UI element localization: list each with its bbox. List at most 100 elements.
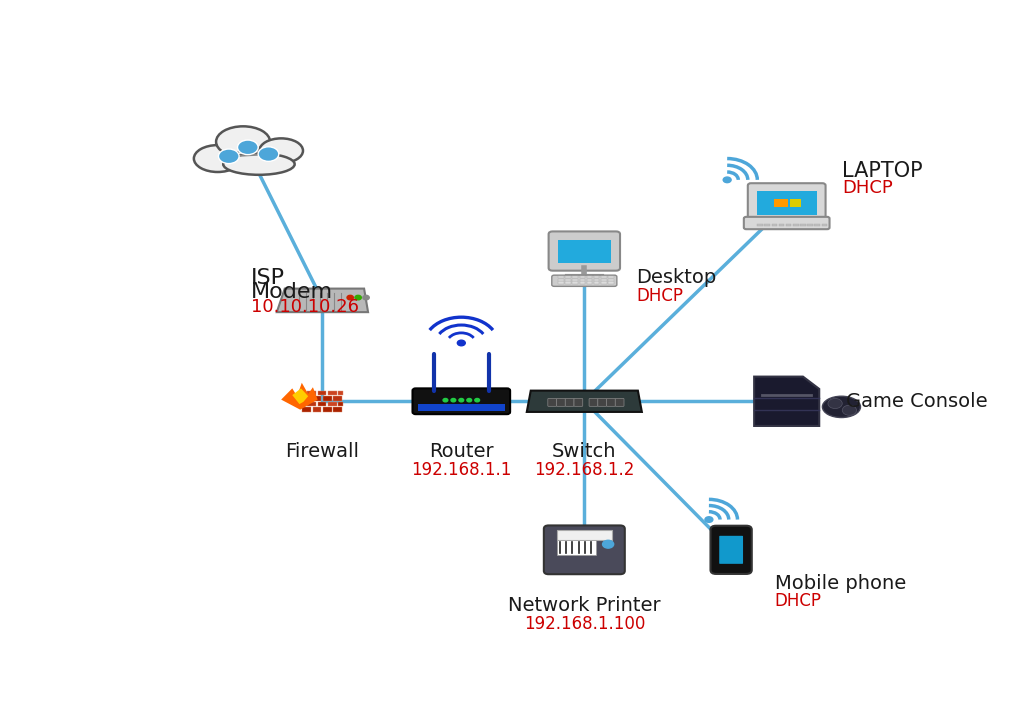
- FancyBboxPatch shape: [413, 388, 510, 414]
- FancyBboxPatch shape: [323, 396, 332, 401]
- FancyBboxPatch shape: [302, 396, 311, 401]
- Circle shape: [459, 398, 464, 402]
- Text: DHCP: DHCP: [842, 179, 893, 197]
- FancyBboxPatch shape: [587, 281, 592, 284]
- Circle shape: [602, 540, 613, 548]
- FancyBboxPatch shape: [572, 279, 578, 281]
- FancyBboxPatch shape: [558, 240, 610, 264]
- Polygon shape: [292, 388, 308, 404]
- FancyBboxPatch shape: [774, 199, 788, 207]
- Text: 192.168.1.2: 192.168.1.2: [535, 461, 635, 479]
- FancyBboxPatch shape: [606, 398, 615, 406]
- FancyBboxPatch shape: [580, 279, 585, 281]
- FancyBboxPatch shape: [317, 402, 327, 406]
- FancyBboxPatch shape: [574, 398, 583, 406]
- Ellipse shape: [216, 127, 270, 157]
- FancyBboxPatch shape: [317, 390, 327, 395]
- FancyBboxPatch shape: [608, 279, 613, 281]
- FancyBboxPatch shape: [594, 276, 599, 278]
- FancyBboxPatch shape: [558, 276, 563, 278]
- Polygon shape: [526, 391, 642, 412]
- FancyBboxPatch shape: [312, 396, 322, 401]
- FancyBboxPatch shape: [772, 224, 777, 226]
- FancyBboxPatch shape: [748, 183, 825, 221]
- Circle shape: [347, 296, 353, 300]
- FancyBboxPatch shape: [580, 281, 585, 284]
- FancyBboxPatch shape: [587, 279, 592, 281]
- Circle shape: [723, 177, 731, 183]
- FancyBboxPatch shape: [302, 390, 306, 395]
- Text: 10.10.10.26: 10.10.10.26: [251, 298, 359, 316]
- FancyBboxPatch shape: [719, 536, 743, 563]
- FancyBboxPatch shape: [418, 404, 505, 411]
- Text: DHCP: DHCP: [636, 287, 683, 305]
- FancyBboxPatch shape: [544, 526, 625, 574]
- FancyBboxPatch shape: [328, 402, 337, 406]
- Circle shape: [443, 398, 447, 402]
- FancyBboxPatch shape: [338, 390, 343, 395]
- FancyBboxPatch shape: [556, 530, 612, 540]
- FancyBboxPatch shape: [565, 279, 570, 281]
- FancyBboxPatch shape: [328, 390, 337, 395]
- FancyBboxPatch shape: [333, 408, 342, 412]
- Ellipse shape: [223, 154, 295, 175]
- FancyBboxPatch shape: [608, 276, 613, 278]
- FancyBboxPatch shape: [758, 224, 763, 226]
- Circle shape: [843, 405, 856, 415]
- Ellipse shape: [822, 396, 860, 418]
- FancyBboxPatch shape: [587, 276, 592, 278]
- FancyBboxPatch shape: [549, 232, 620, 271]
- FancyBboxPatch shape: [598, 398, 606, 406]
- Circle shape: [218, 149, 239, 164]
- FancyBboxPatch shape: [307, 402, 316, 406]
- FancyBboxPatch shape: [307, 390, 316, 395]
- FancyBboxPatch shape: [565, 281, 570, 284]
- FancyBboxPatch shape: [338, 402, 343, 406]
- FancyBboxPatch shape: [556, 398, 565, 406]
- FancyBboxPatch shape: [608, 281, 613, 284]
- Circle shape: [238, 140, 258, 154]
- FancyBboxPatch shape: [302, 408, 311, 412]
- FancyBboxPatch shape: [778, 224, 784, 226]
- FancyBboxPatch shape: [765, 224, 770, 226]
- Text: Router: Router: [429, 442, 494, 462]
- Text: 192.168.1.100: 192.168.1.100: [523, 615, 645, 633]
- Text: Mobile phone: Mobile phone: [775, 574, 906, 593]
- FancyBboxPatch shape: [580, 276, 585, 278]
- FancyBboxPatch shape: [572, 276, 578, 278]
- Circle shape: [355, 296, 361, 300]
- FancyBboxPatch shape: [552, 275, 616, 286]
- Circle shape: [705, 517, 713, 523]
- FancyBboxPatch shape: [548, 398, 556, 406]
- FancyBboxPatch shape: [594, 281, 599, 284]
- FancyBboxPatch shape: [601, 276, 606, 278]
- FancyBboxPatch shape: [565, 276, 570, 278]
- Text: Modem: Modem: [251, 282, 333, 302]
- FancyBboxPatch shape: [711, 526, 752, 574]
- Text: Network Printer: Network Printer: [508, 596, 660, 615]
- FancyBboxPatch shape: [800, 224, 806, 226]
- Ellipse shape: [259, 138, 303, 163]
- Text: Game Console: Game Console: [846, 392, 988, 411]
- FancyBboxPatch shape: [558, 279, 563, 281]
- FancyBboxPatch shape: [572, 281, 578, 284]
- Circle shape: [828, 398, 842, 408]
- FancyBboxPatch shape: [757, 191, 817, 215]
- Circle shape: [467, 398, 472, 402]
- FancyBboxPatch shape: [594, 279, 599, 281]
- FancyBboxPatch shape: [558, 281, 563, 284]
- Text: ISP: ISP: [251, 268, 285, 288]
- Ellipse shape: [194, 145, 242, 172]
- FancyBboxPatch shape: [814, 224, 820, 226]
- FancyBboxPatch shape: [807, 224, 813, 226]
- FancyBboxPatch shape: [601, 281, 606, 284]
- FancyBboxPatch shape: [565, 398, 574, 406]
- Polygon shape: [276, 288, 368, 312]
- FancyBboxPatch shape: [601, 279, 606, 281]
- FancyBboxPatch shape: [323, 408, 332, 412]
- Circle shape: [451, 398, 456, 402]
- Circle shape: [475, 398, 479, 402]
- Polygon shape: [282, 383, 317, 410]
- Text: Firewall: Firewall: [286, 442, 359, 462]
- Polygon shape: [754, 376, 819, 426]
